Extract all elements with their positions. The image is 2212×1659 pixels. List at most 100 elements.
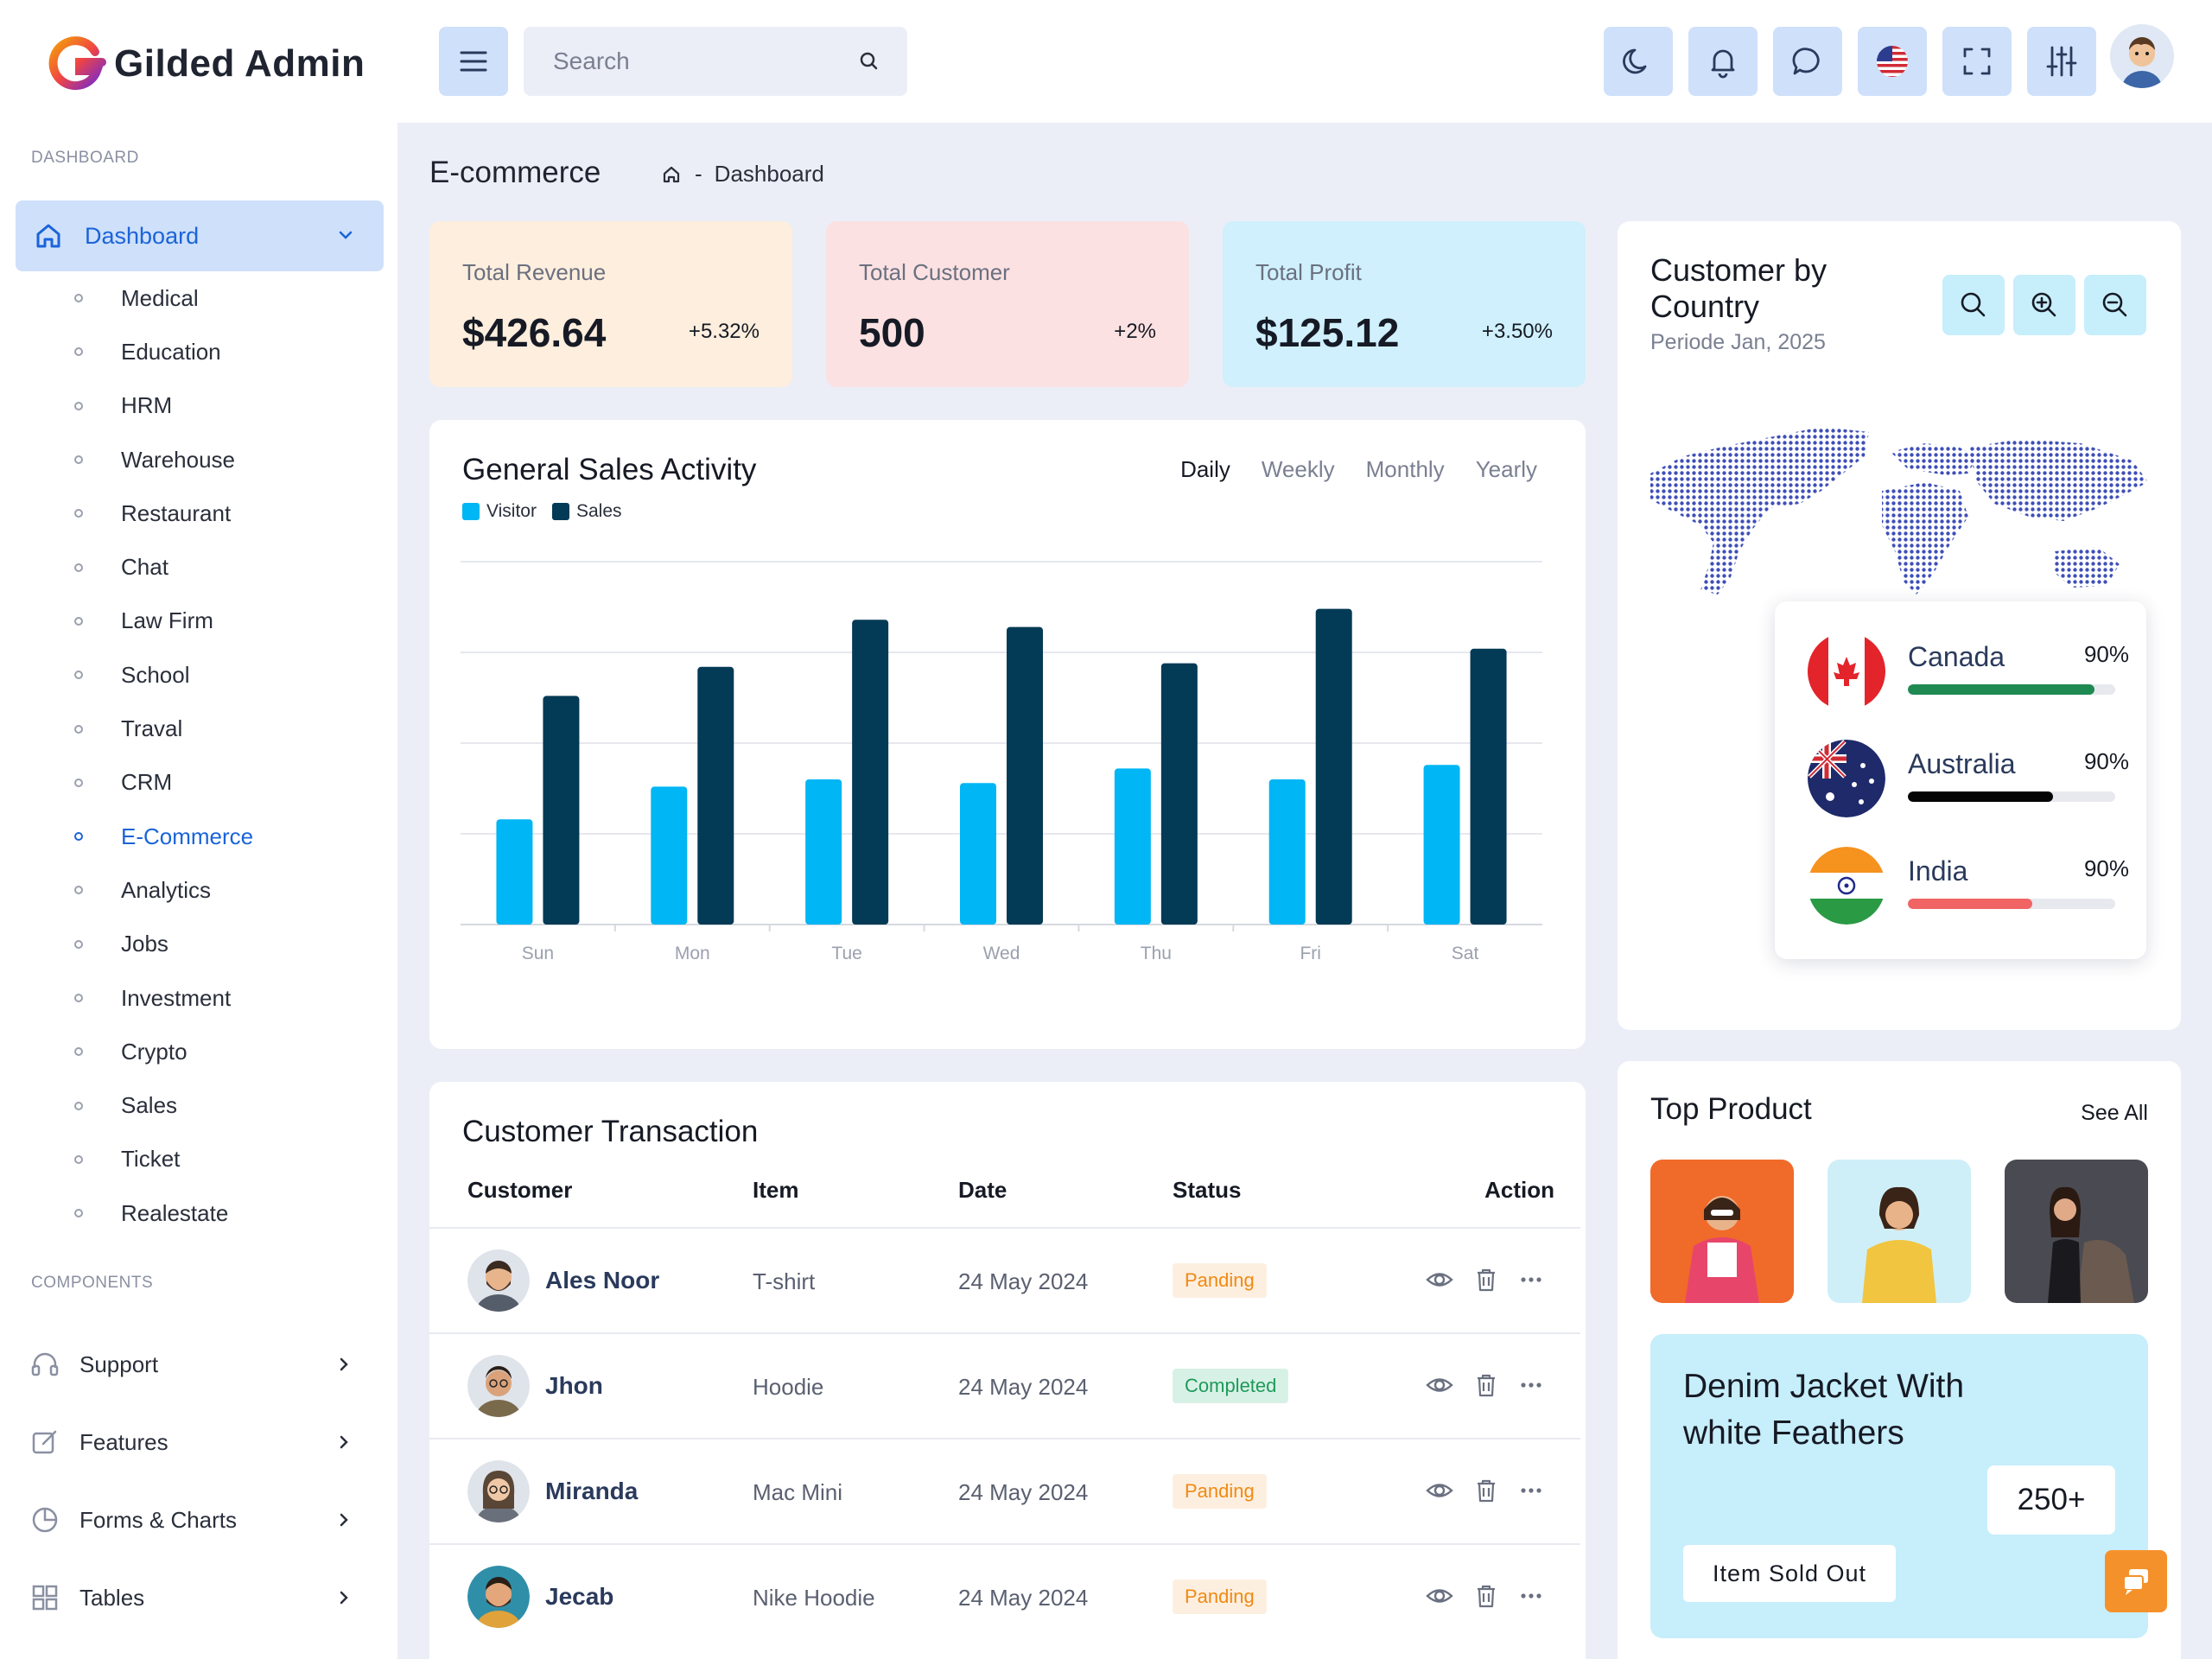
sidebar-item-support[interactable]: Support xyxy=(0,1325,397,1403)
x-tick-label: Wed xyxy=(983,944,1020,963)
column-header-status[interactable]: Status xyxy=(1173,1177,1242,1203)
product-image[interactable] xyxy=(1827,1160,1971,1303)
customer-avatar xyxy=(467,1460,530,1522)
more-icon[interactable] xyxy=(1516,1581,1546,1611)
user-avatar[interactable] xyxy=(2110,24,2174,88)
bar-sales-sat xyxy=(1470,648,1507,925)
table-row[interactable]: Ales Noor T-shirt 24 May 2024 Panding xyxy=(429,1227,1580,1332)
view-icon[interactable] xyxy=(1425,1370,1454,1400)
sidebar-item-restaurant[interactable]: Restaurant xyxy=(0,486,397,540)
customer-name[interactable]: Ales Noor xyxy=(545,1267,660,1294)
column-header-customer[interactable]: Customer xyxy=(467,1177,573,1203)
customer-name[interactable]: Jecab xyxy=(545,1583,614,1610)
sidebar-item-crm[interactable]: CRM xyxy=(0,756,397,810)
tab-monthly[interactable]: Monthly xyxy=(1365,456,1445,482)
column-header-date[interactable]: Date xyxy=(958,1177,1007,1203)
transaction-date: 24 May 2024 xyxy=(958,1374,1089,1400)
chart-title: General Sales Activity xyxy=(462,453,757,486)
sidebar-item-crypto[interactable]: Crypto xyxy=(0,1025,397,1078)
customer-name[interactable]: Jhon xyxy=(545,1372,603,1399)
sidebar-item-sales[interactable]: Sales xyxy=(0,1078,397,1132)
column-header-item[interactable]: Item xyxy=(753,1177,799,1203)
menu-toggle-button[interactable] xyxy=(439,27,508,96)
map-zoom-in-button[interactable] xyxy=(2013,275,2075,335)
view-icon[interactable] xyxy=(1425,1476,1454,1505)
theme-toggle-button[interactable] xyxy=(1604,27,1673,96)
sidebar-item-law-firm[interactable]: Law Firm xyxy=(0,594,397,648)
fullscreen-button[interactable] xyxy=(1942,27,2012,96)
sidebar-item-jobs[interactable]: Jobs xyxy=(0,918,397,971)
more-icon[interactable] xyxy=(1516,1476,1546,1505)
sidebar-item-investment[interactable]: Investment xyxy=(0,971,397,1025)
item-sold-out-button[interactable]: Item Sold Out xyxy=(1683,1545,1896,1602)
tab-daily[interactable]: Daily xyxy=(1180,456,1230,482)
home-icon[interactable] xyxy=(660,163,683,186)
legend-item-sales[interactable]: Sales xyxy=(551,501,622,522)
delete-icon[interactable] xyxy=(1471,1370,1501,1400)
delete-icon[interactable] xyxy=(1471,1476,1501,1505)
tab-yearly[interactable]: Yearly xyxy=(1475,456,1537,482)
see-all-link[interactable]: See All xyxy=(2081,1101,2148,1125)
settings-button[interactable] xyxy=(2027,27,2096,96)
table-row[interactable]: Miranda Mac Mini 24 May 2024 Panding xyxy=(429,1438,1580,1543)
world-map[interactable] xyxy=(1649,422,2150,603)
table-row[interactable]: Jecab Nike Hoodie 24 May 2024 Panding xyxy=(429,1543,1580,1649)
logo-mark-icon xyxy=(48,36,106,91)
table-row[interactable]: Jhon Hoodie 24 May 2024 Completed xyxy=(429,1332,1580,1438)
sidebar-item-traval[interactable]: Traval xyxy=(0,702,397,755)
sidebar-item-hrm[interactable]: HRM xyxy=(0,379,397,433)
logo[interactable]: Gilded Admin xyxy=(45,33,365,95)
language-button[interactable] xyxy=(1858,27,1927,96)
map-zoom-out-button[interactable] xyxy=(2084,275,2146,335)
country-row-australia[interactable]: Australia 90% xyxy=(1808,740,2129,817)
delete-icon[interactable] xyxy=(1471,1265,1501,1294)
map-africa xyxy=(1882,482,1968,594)
view-icon[interactable] xyxy=(1425,1265,1454,1294)
tab-weekly[interactable]: Weekly xyxy=(1261,456,1335,482)
featured-product[interactable]: Denim Jacket With white Feathers 250+ It… xyxy=(1650,1334,2148,1638)
sidebar-item-school[interactable]: School xyxy=(0,648,397,702)
customer-by-country-card: Customer by Country Periode Jan, 2025 Ca… xyxy=(1618,221,2181,1030)
sidebar-item-warehouse[interactable]: Warehouse xyxy=(0,433,397,486)
chevron-right-icon xyxy=(340,1357,348,1371)
country-row-canada[interactable]: Canada 90% xyxy=(1808,632,2129,710)
messages-button[interactable] xyxy=(1773,27,1842,96)
map-search-button[interactable] xyxy=(1942,275,2005,335)
more-icon[interactable] xyxy=(1516,1265,1546,1294)
sidebar-item-chat[interactable]: Chat xyxy=(0,540,397,594)
sidebar-item-forms-charts[interactable]: Forms & Charts xyxy=(0,1481,397,1559)
more-icon[interactable] xyxy=(1516,1370,1546,1400)
legend-item-visitor[interactable]: Visitor xyxy=(462,501,537,522)
sidebar-item-tables[interactable]: Tables xyxy=(0,1559,397,1637)
customer-name[interactable]: Miranda xyxy=(545,1478,639,1504)
chat-bubble-icon xyxy=(2123,1569,2148,1595)
bar-sales-sun xyxy=(543,696,580,925)
map-australia xyxy=(2055,547,2120,588)
sidebar-item-features[interactable]: Features xyxy=(0,1403,397,1481)
floating-chat-button[interactable] xyxy=(2105,1550,2167,1612)
product-image[interactable] xyxy=(1650,1160,1794,1303)
delete-icon[interactable] xyxy=(1471,1581,1501,1611)
chevron-right-icon xyxy=(340,1435,348,1449)
search-input[interactable]: Search xyxy=(524,27,907,96)
country-row-india[interactable]: India 90% xyxy=(1808,847,2129,925)
breadcrumb-current[interactable]: Dashboard xyxy=(714,161,824,187)
sidebar-item-realestate[interactable]: Realestate xyxy=(0,1186,397,1240)
search-icon[interactable] xyxy=(857,49,881,73)
sidebar-item-dashboard[interactable]: Dashboard xyxy=(16,200,384,271)
chevron-right-icon xyxy=(340,1591,348,1605)
sidebar-item-ticket[interactable]: Ticket xyxy=(0,1133,397,1186)
sidebar-item-medical[interactable]: Medical xyxy=(0,271,397,325)
sidebar-item-label: Support xyxy=(79,1351,159,1377)
sidebar-item-e-commerce[interactable]: E-Commerce xyxy=(0,810,397,863)
view-icon[interactable] xyxy=(1425,1581,1454,1611)
sidebar-item-analytics[interactable]: Analytics xyxy=(0,863,397,917)
sidebar-item-education[interactable]: Education xyxy=(0,325,397,378)
fullscreen-icon xyxy=(1963,48,1991,75)
chevron-down-icon xyxy=(339,231,353,239)
status-badge: Completed xyxy=(1173,1369,1289,1403)
bar-visitor-thu xyxy=(1114,768,1151,925)
product-image[interactable] xyxy=(2005,1160,2148,1303)
chevron-right-icon xyxy=(340,1513,348,1527)
notifications-button[interactable] xyxy=(1688,27,1758,96)
